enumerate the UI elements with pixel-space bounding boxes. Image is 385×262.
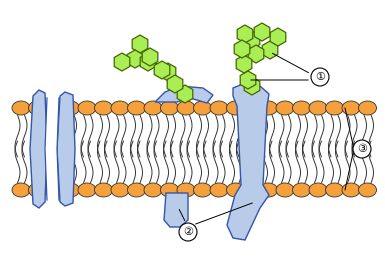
Ellipse shape	[226, 183, 244, 197]
Polygon shape	[142, 48, 158, 66]
Ellipse shape	[127, 183, 146, 197]
Text: ③: ③	[357, 144, 367, 154]
Ellipse shape	[161, 101, 179, 115]
Polygon shape	[240, 71, 256, 89]
Ellipse shape	[12, 101, 30, 115]
Ellipse shape	[243, 183, 261, 197]
Polygon shape	[57, 92, 75, 206]
Polygon shape	[154, 61, 170, 79]
Ellipse shape	[28, 101, 47, 115]
Ellipse shape	[62, 183, 79, 197]
Ellipse shape	[177, 183, 195, 197]
Ellipse shape	[111, 101, 129, 115]
Ellipse shape	[94, 101, 112, 115]
Polygon shape	[30, 90, 47, 208]
Ellipse shape	[259, 183, 278, 197]
Circle shape	[311, 68, 329, 86]
Ellipse shape	[94, 183, 112, 197]
Ellipse shape	[293, 101, 310, 115]
Polygon shape	[177, 85, 193, 103]
Ellipse shape	[210, 101, 228, 115]
Polygon shape	[114, 53, 130, 71]
Ellipse shape	[276, 183, 294, 197]
Polygon shape	[248, 45, 264, 63]
Polygon shape	[254, 23, 270, 41]
Ellipse shape	[309, 101, 327, 115]
Polygon shape	[132, 35, 148, 53]
Polygon shape	[155, 86, 213, 103]
Ellipse shape	[210, 183, 228, 197]
Polygon shape	[270, 28, 286, 46]
Polygon shape	[234, 40, 250, 58]
Text: ②: ②	[183, 227, 193, 237]
Ellipse shape	[161, 183, 179, 197]
Ellipse shape	[325, 101, 343, 115]
Ellipse shape	[342, 101, 360, 115]
Polygon shape	[164, 193, 188, 227]
Polygon shape	[140, 53, 156, 71]
Ellipse shape	[309, 183, 327, 197]
Ellipse shape	[12, 183, 30, 197]
Ellipse shape	[243, 101, 261, 115]
Polygon shape	[227, 83, 269, 240]
Polygon shape	[236, 55, 252, 73]
Ellipse shape	[293, 183, 310, 197]
Polygon shape	[262, 41, 278, 59]
Ellipse shape	[276, 101, 294, 115]
Ellipse shape	[358, 183, 377, 197]
Ellipse shape	[177, 101, 195, 115]
Ellipse shape	[226, 101, 244, 115]
Ellipse shape	[259, 101, 278, 115]
Ellipse shape	[111, 183, 129, 197]
Ellipse shape	[144, 183, 162, 197]
Ellipse shape	[62, 101, 79, 115]
Ellipse shape	[78, 101, 96, 115]
Ellipse shape	[194, 101, 211, 115]
Ellipse shape	[342, 183, 360, 197]
Ellipse shape	[194, 183, 211, 197]
Ellipse shape	[127, 101, 146, 115]
Ellipse shape	[45, 183, 63, 197]
Circle shape	[179, 223, 197, 241]
Polygon shape	[45, 98, 59, 200]
Ellipse shape	[144, 101, 162, 115]
Ellipse shape	[358, 101, 377, 115]
Polygon shape	[160, 63, 176, 81]
Text: ①: ①	[315, 72, 325, 82]
Polygon shape	[127, 50, 143, 68]
Polygon shape	[167, 75, 183, 93]
Ellipse shape	[45, 101, 63, 115]
Polygon shape	[244, 31, 260, 49]
Ellipse shape	[78, 183, 96, 197]
Polygon shape	[244, 77, 260, 95]
Ellipse shape	[325, 183, 343, 197]
Ellipse shape	[28, 183, 47, 197]
Polygon shape	[237, 25, 253, 43]
Circle shape	[353, 140, 371, 158]
